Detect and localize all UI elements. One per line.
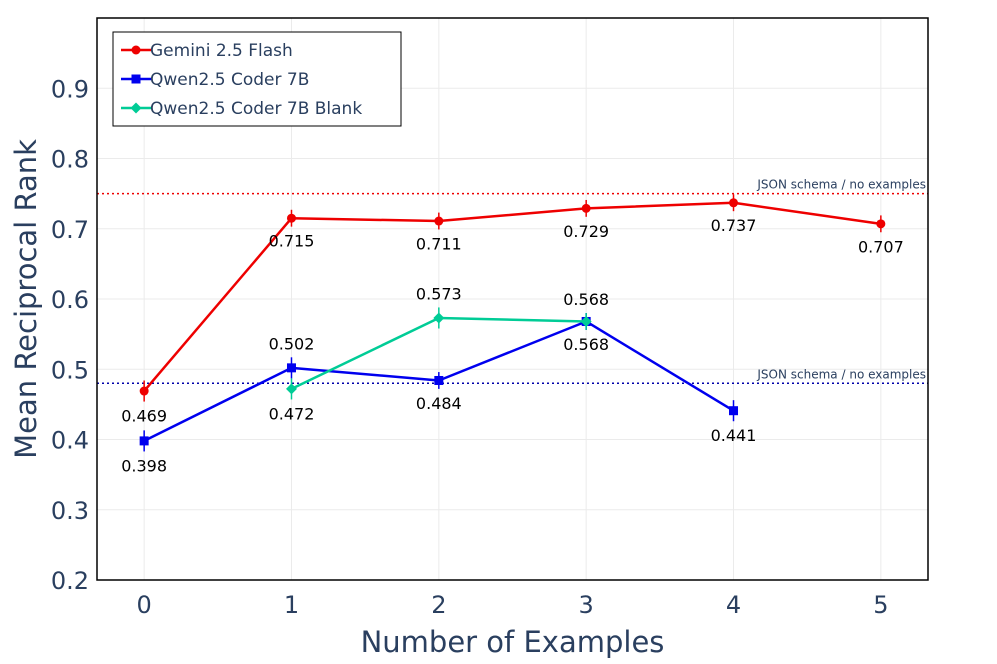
x-tick-label: 1 [284, 591, 299, 619]
y-tick-label: 0.8 [51, 146, 89, 174]
legend-marker [130, 102, 142, 114]
y-tick-label: 0.9 [51, 75, 89, 103]
data-label: 0.472 [269, 404, 315, 423]
grid [97, 17, 928, 581]
data-label: 0.502 [269, 334, 315, 353]
y-tick-label: 0.3 [51, 497, 89, 525]
y-tick-label: 0.6 [51, 286, 89, 314]
data-label: 0.715 [269, 232, 315, 251]
data-label: 0.711 [416, 234, 462, 253]
data-label: 0.441 [711, 426, 757, 445]
data-label: 0.469 [121, 407, 167, 426]
data-point [139, 386, 149, 396]
data-label: 0.729 [563, 222, 609, 241]
data-label: 0.573 [416, 284, 462, 303]
data-label: 0.737 [711, 216, 757, 235]
y-tick-label: 0.5 [51, 356, 89, 384]
data-label: 0.568 [563, 335, 609, 354]
legend-marker [131, 45, 141, 55]
data-point [286, 213, 296, 223]
data-point [285, 383, 297, 395]
series-line [143, 201, 882, 392]
series-0 [139, 194, 886, 402]
data-label: 0.707 [858, 237, 904, 256]
data-point [434, 375, 444, 385]
y-tick-label: 0.4 [51, 427, 89, 455]
data-point [876, 219, 886, 229]
data-labels: 0.469 0.715 0.711 0.729 0.737 0.707 0.398 0.502… [121, 216, 904, 475]
x-tick-label: 2 [431, 591, 446, 619]
legend-label: Qwen2.5 Coder 7B Blank [150, 99, 362, 119]
data-point [581, 203, 591, 213]
data-point [286, 363, 296, 373]
data-point [729, 406, 739, 416]
legend-marker [131, 74, 141, 84]
y-tick-label: 0.7 [51, 216, 89, 244]
series-2 [285, 307, 592, 400]
data-label: 0.484 [416, 394, 462, 413]
reference-lines: JSON schema / no examples JSON schema / n… [97, 178, 928, 385]
legend-item[interactable]: Gemini 2.5 Flash [121, 41, 293, 61]
data-point [580, 315, 592, 327]
legend-label: Qwen2.5 Coder 7B [150, 70, 309, 90]
data-point [139, 436, 149, 446]
data-point [433, 312, 445, 324]
data-point [434, 216, 444, 226]
x-axis-title: Number of Examples [361, 625, 665, 659]
legend-box [112, 31, 402, 127]
x-tick-label: 0 [137, 591, 152, 619]
y-tick-label: 0.2 [51, 567, 89, 595]
legend-label: Gemini 2.5 Flash [150, 41, 293, 61]
reference-line-label: JSON schema / no examples [756, 367, 926, 381]
y-axis-title: Mean Reciprocal Rank [9, 139, 43, 459]
plot-frame [96, 17, 929, 581]
data-point [729, 198, 739, 208]
legend-item[interactable]: Qwen2.5 Coder 7B [121, 70, 309, 90]
legend: Gemini 2.5 Flash Qwen2.5 Coder 7B Qwen2.5 … [112, 31, 402, 127]
reference-line-label: JSON schema / no examples [756, 178, 926, 192]
legend-item[interactable]: Qwen2.5 Coder 7B Blank [121, 99, 362, 119]
x-tick-label: 5 [873, 591, 888, 619]
tick-labels: 0 1 2 3 4 5 0.2 0.3 0.4 0.5 0.6 0.7 0.8 0.9 [51, 75, 889, 619]
series-layer [139, 194, 886, 452]
x-tick-label: 4 [726, 591, 741, 619]
x-tick-label: 3 [579, 591, 594, 619]
data-label: 0.568 [563, 290, 609, 309]
data-label: 0.398 [121, 456, 167, 475]
